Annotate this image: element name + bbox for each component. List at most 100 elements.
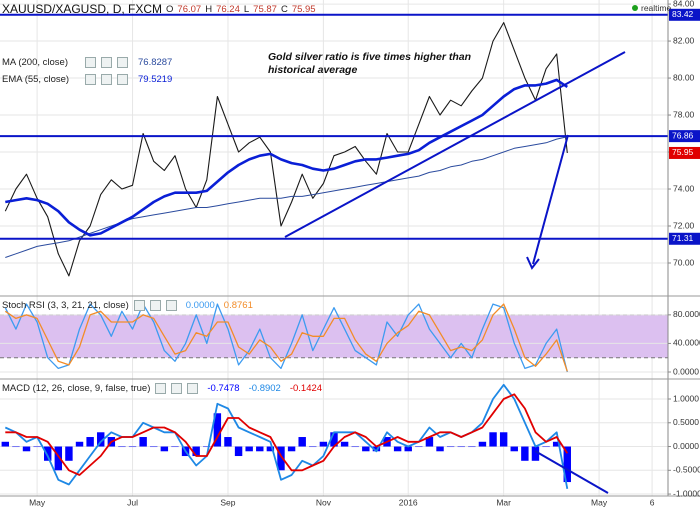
histogram-bar <box>404 446 412 452</box>
x-tick-label: May <box>591 497 608 507</box>
settings-icon <box>133 300 145 311</box>
ohlc-label: C <box>280 3 288 15</box>
x-tick-label: Sep <box>220 497 235 507</box>
histogram-bar <box>192 446 200 457</box>
ohlc-value: 76.24 <box>216 3 240 15</box>
arrow-head <box>526 256 540 270</box>
histogram-bar <box>75 441 84 447</box>
settings-icon <box>117 57 128 68</box>
series-line <box>4 303 568 372</box>
annotation: Gold silver ratio is five times higher t… <box>268 51 472 76</box>
indicator-value: 76.8287 <box>138 57 173 68</box>
y-tick-label: 72.00 <box>673 220 695 230</box>
histogram-bar <box>234 446 243 457</box>
histogram-bar <box>457 446 465 448</box>
series-line <box>5 78 569 237</box>
y-tick-label: 1.0000 <box>673 393 699 403</box>
arrow-line <box>532 134 569 265</box>
histogram-bar <box>22 446 31 452</box>
histogram-bar <box>139 437 147 447</box>
x-tick-label: 2016 <box>399 497 418 507</box>
histogram-bar <box>436 446 444 452</box>
macd-trend-line <box>534 450 609 494</box>
histogram-bar <box>330 432 338 447</box>
histogram-bar <box>552 441 561 447</box>
histogram-bar <box>499 432 508 447</box>
histogram-bar <box>287 446 296 452</box>
settings-icon <box>101 74 112 85</box>
histogram-bar <box>97 432 105 447</box>
x-tick-label: Mar <box>496 497 511 507</box>
histogram-bar <box>1 441 10 447</box>
y-tick-label: -0.5000 <box>673 465 700 475</box>
histogram-bar <box>118 446 126 448</box>
price-tag-label: 76.86 <box>672 130 694 140</box>
y-tick-label: 80.0000 <box>673 309 700 319</box>
drawings <box>284 51 626 494</box>
settings-icon <box>85 57 96 68</box>
symbol-header: XAUUSD/XAGUSD, D, FXCM O 76.07 H 76.24 L 75.8… <box>2 2 316 16</box>
histogram-bar <box>150 446 158 448</box>
histogram-bar <box>277 446 285 471</box>
series-line <box>4 22 568 277</box>
histogram-bar <box>446 446 455 448</box>
y-tick-label: 78.00 <box>673 109 695 119</box>
settings-icon <box>155 383 167 394</box>
indicator-value: -0.1424 <box>289 383 323 394</box>
price-tag-label: 83.42 <box>672 9 694 19</box>
histogram-bar <box>510 446 518 452</box>
histogram-bar <box>12 446 20 448</box>
histogram-bar <box>44 446 52 461</box>
histogram-bar <box>425 437 434 447</box>
histogram-bar <box>86 437 94 447</box>
histogram-bar <box>362 446 370 452</box>
plot-layer: May Jul Sep Nov 2016 Mar May 6 <box>0 0 668 507</box>
status: realtime <box>632 3 671 13</box>
oscillator-band <box>0 314 668 358</box>
price-tag <box>669 130 700 143</box>
histogram-bar <box>203 446 211 448</box>
ohlc-label: L <box>243 3 250 15</box>
y-tick-label: 0.5000 <box>673 417 699 427</box>
histogram-bar <box>160 446 169 452</box>
symbol-title: XAUUSD/XAGUSD, D, FXCM <box>2 2 163 16</box>
histogram-bar <box>489 432 497 447</box>
x-tick-label: Nov <box>316 497 332 507</box>
histogram-bar <box>128 446 137 448</box>
ohlc-value: 76.07 <box>177 3 202 15</box>
indicator-name: MA (200, close) <box>2 57 68 68</box>
y-tick-label: 0.0000 <box>673 366 699 376</box>
histogram-bar <box>298 437 306 447</box>
settings-icon <box>149 300 161 311</box>
histogram-bar <box>319 441 328 447</box>
last-price-tag <box>669 146 700 159</box>
indicator-legend: Stoch RSI (3, 3, 21, 21, close) 0.0000 0.8… <box>2 300 253 311</box>
status-text: realtime <box>641 3 672 13</box>
price-tag-label: 71.31 <box>672 233 694 243</box>
indicator-value: 0.8761 <box>223 300 253 311</box>
histogram-bar <box>393 446 402 452</box>
histogram-bar <box>309 446 317 448</box>
settings-icon <box>171 383 183 394</box>
settings-icon <box>117 74 128 85</box>
indicator-value: -0.8902 <box>248 383 281 394</box>
histogram-bar <box>54 446 63 471</box>
price-tag <box>669 8 700 21</box>
histogram-bar <box>468 446 476 448</box>
histogram-bar <box>351 446 359 448</box>
histogram-bar <box>521 446 529 461</box>
price-tag <box>669 232 700 245</box>
y-tick-label: -1.0000 <box>673 488 700 498</box>
histogram-bar <box>224 437 232 447</box>
histogram-bar <box>531 446 540 461</box>
histogram-bar <box>213 413 222 447</box>
histogram-bar <box>245 446 253 452</box>
histogram-bar <box>563 446 571 483</box>
settings-icon <box>187 383 199 394</box>
histogram-bar <box>542 446 550 448</box>
histogram-bar <box>256 446 264 452</box>
indicator-legend: EMA (55, close) 79.5219 <box>2 74 172 85</box>
y-tick-label: 70.00 <box>673 257 695 267</box>
